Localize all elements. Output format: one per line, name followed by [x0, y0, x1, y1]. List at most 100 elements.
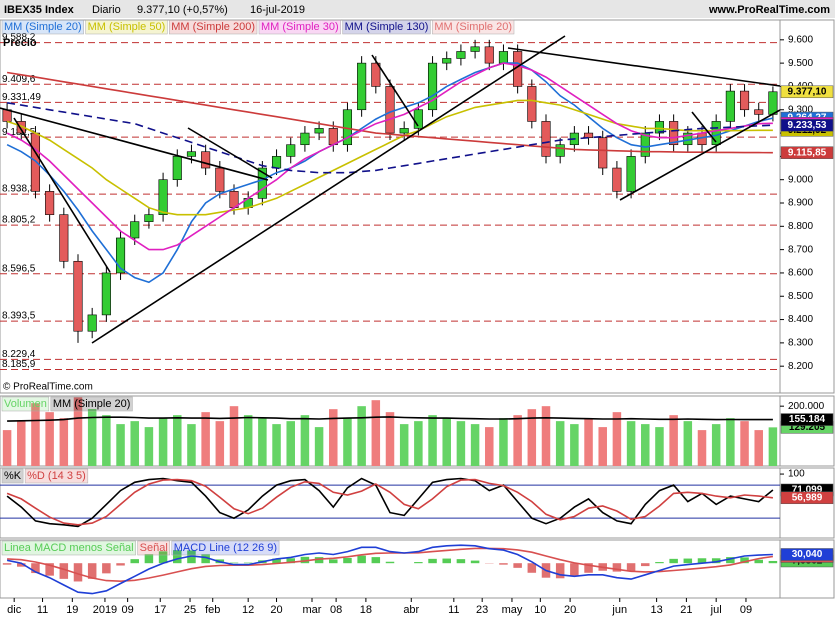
- candle-body: [73, 260, 83, 332]
- bar: [598, 427, 607, 466]
- bar: [300, 415, 310, 466]
- copyright: © ProRealTime.com: [3, 382, 93, 393]
- y-tick-label: 9.000: [788, 174, 813, 185]
- legend-label: Linea MACD menos Señal: [4, 542, 134, 554]
- trendlines: [0, 35, 781, 344]
- bar: [740, 421, 749, 466]
- bar: [314, 557, 324, 564]
- bar: [768, 427, 778, 466]
- candle-body: [626, 156, 636, 192]
- legend-box: [85, 19, 168, 35]
- candle-body: [739, 90, 750, 111]
- bar: [428, 558, 437, 564]
- header-bar: [0, 0, 835, 18]
- bar: [641, 424, 650, 466]
- y-tick-label: 200.000: [788, 401, 825, 412]
- candle-body: [399, 128, 409, 134]
- series-line: [6, 477, 774, 528]
- bar: [87, 409, 97, 466]
- bar: [513, 563, 522, 568]
- x-tick-label: mar: [303, 604, 322, 616]
- candle-body: [541, 121, 551, 157]
- legend-box: [432, 19, 515, 35]
- bar: [272, 424, 281, 466]
- bar: [669, 415, 678, 466]
- candle-body: [654, 121, 665, 134]
- bar: [201, 412, 210, 466]
- legend-box: [50, 396, 133, 412]
- candle-body: [286, 144, 296, 157]
- bar: [683, 558, 693, 564]
- legend-label: Volumen: [4, 398, 47, 410]
- y-tick-label: 9.300: [788, 104, 813, 115]
- candle-body: [45, 191, 55, 215]
- bar: [499, 563, 508, 565]
- candle-body: [725, 90, 735, 122]
- legend-label: %K: [4, 470, 22, 482]
- bar: [754, 559, 763, 564]
- candle-body: [640, 132, 650, 157]
- bar: [726, 557, 735, 564]
- candle-body: [115, 237, 126, 274]
- legend-label: MM (Simple 200): [171, 21, 255, 33]
- candle-body: [30, 132, 41, 192]
- level-label: 9.331,49: [2, 92, 41, 103]
- legend-box: [1, 468, 24, 484]
- bar: [527, 409, 537, 466]
- legend-box: [1, 19, 84, 35]
- bar: [626, 421, 636, 466]
- series-line: [6, 544, 773, 595]
- series-line: [6, 99, 773, 216]
- legend-box: [169, 19, 258, 35]
- level-label: 8.938,3: [2, 184, 36, 195]
- y-tick-label: 8.600: [788, 268, 813, 279]
- x-tick-label: feb: [205, 604, 220, 616]
- legend-box: [342, 19, 431, 35]
- bar: [399, 424, 409, 466]
- candle-body: [456, 51, 466, 59]
- bar: [768, 560, 778, 564]
- bar: [414, 421, 423, 466]
- end-label-box: [780, 118, 834, 132]
- site: www.ProRealTime.com: [708, 4, 830, 16]
- bar: [442, 558, 451, 564]
- series-line: [7, 416, 773, 422]
- y-tick-label: 9.600: [788, 34, 813, 45]
- bar: [130, 421, 139, 466]
- bar: [641, 563, 650, 567]
- bar: [158, 551, 168, 564]
- x-tick-label: 18: [360, 604, 372, 616]
- level-label: 9.588,2: [2, 32, 36, 43]
- legend-label: Señal: [140, 542, 168, 554]
- bar: [173, 415, 182, 466]
- bar: [73, 397, 83, 466]
- bar: [272, 558, 281, 564]
- bar: [655, 427, 664, 466]
- end-label: 56,989: [792, 492, 823, 503]
- level-label: 8.185,9: [2, 359, 36, 370]
- bar: [683, 421, 693, 466]
- candle-body: [271, 156, 282, 169]
- legend-label: MM (Simple 50): [88, 21, 166, 33]
- bar: [2, 430, 12, 466]
- y-tick-label: 8.500: [788, 291, 813, 302]
- bar: [456, 421, 466, 466]
- end-label-box: [780, 413, 834, 426]
- bar: [371, 400, 381, 466]
- bar: [513, 415, 522, 466]
- bar: [286, 421, 295, 466]
- bar: [31, 403, 40, 466]
- series-line: [6, 62, 773, 251]
- x-tick-label: dic: [7, 604, 22, 616]
- bar: [555, 421, 565, 466]
- end-label: 71,099: [792, 485, 823, 496]
- bar: [2, 563, 12, 565]
- x-tick-label: 20: [270, 604, 282, 616]
- bar: [45, 412, 54, 466]
- axis-panel: [779, 19, 835, 394]
- bar: [158, 418, 168, 466]
- bar: [555, 563, 565, 579]
- candle-body: [172, 156, 182, 180]
- candle-body: [669, 121, 679, 146]
- bar: [442, 418, 451, 466]
